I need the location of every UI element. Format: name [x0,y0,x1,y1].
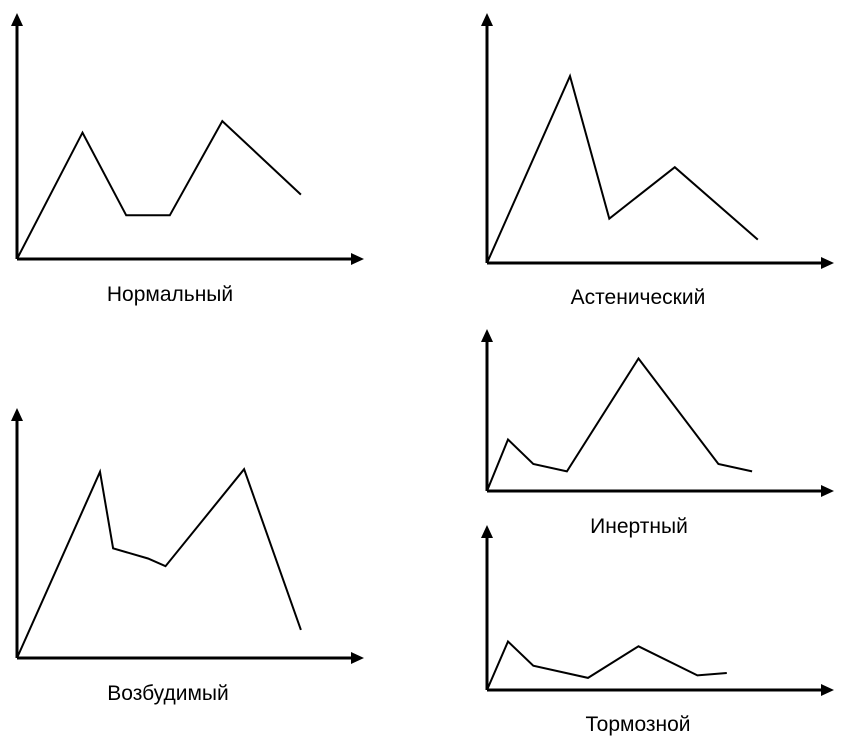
chart-excitable-caption: Возбудимый [107,682,228,705]
chart-asthenic-caption: Астенический [571,286,706,309]
chart-asthenic-y-arrow-icon [481,13,493,26]
chart-asthenic: Астенический [481,13,834,309]
chart-normal-series-line [16,119,302,260]
chart-inhibitory-series-line [486,639,727,691]
chart-inert-x-arrow-icon [821,485,834,497]
chart-normal-caption: Нормальный [107,283,233,306]
chart-excitable-x-arrow-icon [351,652,364,664]
chart-excitable: Возбудимый [11,408,364,705]
chart-inert-caption: Инертный [590,515,688,538]
chart-inert: Инертный [481,329,834,538]
chart-inert-series-line [486,356,753,492]
chart-asthenic-x-arrow-icon [821,257,834,269]
chart-asthenic-series-line [486,73,759,264]
chart-inhibitory-x-arrow-icon [821,684,834,696]
chart-excitable-series-line [16,467,302,659]
chart-normal: Нормальный [11,13,364,306]
chart-inert-y-arrow-icon [481,329,493,342]
chart-excitable-y-arrow-icon [11,408,23,421]
chart-normal-y-arrow-icon [11,13,23,26]
chart-inhibitory: Тормозной [481,525,834,736]
chart-inhibitory-caption: Тормозной [585,713,690,736]
chart-inhibitory-y-arrow-icon [481,525,493,538]
chart-normal-x-arrow-icon [351,253,364,265]
